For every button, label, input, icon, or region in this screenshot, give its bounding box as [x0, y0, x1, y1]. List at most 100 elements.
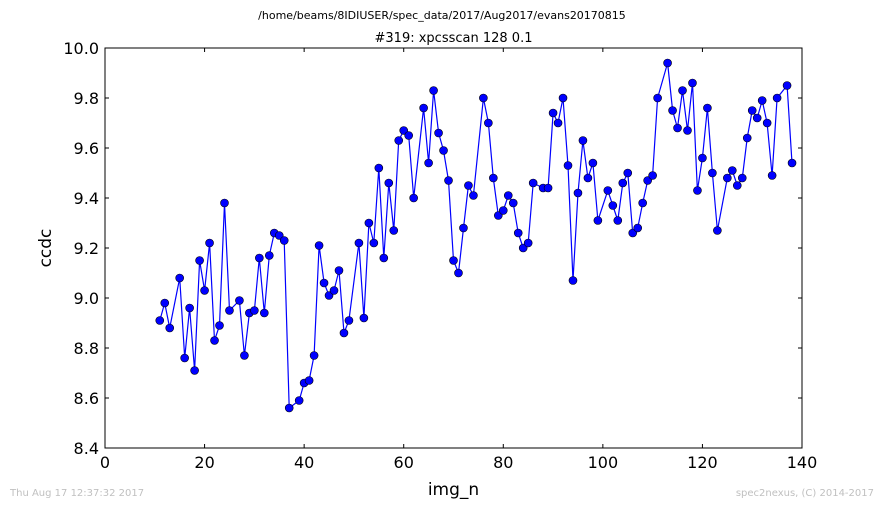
data-point [459, 223, 468, 233]
data-point [558, 93, 568, 103]
x-tick-label: 120 [687, 453, 718, 472]
data-point [160, 298, 170, 308]
data-point [464, 181, 473, 190]
x-tick-label: 100 [588, 453, 619, 472]
data-point [364, 218, 374, 228]
data-point [484, 118, 493, 128]
data-point [424, 158, 433, 168]
data-point [449, 256, 458, 265]
data-point [498, 206, 508, 215]
data-point [737, 173, 747, 183]
data-point [578, 136, 588, 145]
data-point [528, 178, 538, 188]
data-point [698, 153, 707, 163]
data-point [374, 163, 384, 173]
y-tick-label: 9.6 [74, 139, 99, 158]
data-point [613, 216, 623, 225]
data-point [623, 168, 633, 178]
x-tick-label: 140 [787, 453, 818, 472]
footer-credit: spec2nexus, (C) 2014-2017 [735, 488, 874, 499]
data-point [603, 186, 613, 195]
data-point [225, 306, 234, 315]
data-point [354, 238, 364, 248]
data-point [583, 173, 593, 183]
data-point [633, 223, 643, 233]
data-point [503, 191, 513, 200]
data-point [165, 323, 175, 333]
data-point [772, 93, 782, 103]
data-point [513, 228, 523, 238]
data-point [638, 198, 647, 208]
data-point [563, 161, 573, 170]
data-point [404, 131, 413, 140]
data-point [663, 58, 672, 68]
data-point [762, 118, 772, 128]
data-point [469, 191, 478, 200]
data-point [319, 278, 329, 288]
data-point [708, 168, 717, 178]
data-point [732, 181, 742, 190]
data-point [683, 126, 692, 135]
data-point [678, 86, 687, 95]
data-point [255, 253, 264, 263]
data-point [454, 268, 463, 278]
data-point [379, 253, 389, 263]
data-point [175, 273, 184, 283]
data-point [568, 276, 578, 285]
data-point [673, 123, 682, 133]
data-point [653, 93, 662, 103]
y-axis-label: ccdc [36, 229, 56, 268]
data-point [394, 136, 404, 145]
y-tick-label: 8.8 [74, 339, 99, 358]
data-point [543, 183, 553, 193]
y-tick-label: 9.8 [74, 89, 99, 108]
data-point [752, 113, 762, 123]
plot-area: 0 20 40 60 80 100 120 140 8.4 8.6 8.8 9.0 9.2 9.4 9.6 9… [36, 31, 817, 500]
data-point [767, 171, 777, 180]
data-point [688, 78, 697, 88]
data-point [205, 238, 214, 248]
data-point [294, 396, 304, 405]
data-point [508, 198, 518, 208]
x-tick-label: 20 [194, 453, 214, 472]
data-point [668, 106, 677, 115]
y-tick-label: 9.4 [74, 189, 99, 208]
x-axis-label: img_n [428, 480, 479, 500]
x-tick-label: 80 [493, 453, 513, 472]
data-point [608, 201, 618, 210]
data-point [409, 193, 418, 203]
figure-suptitle: /home/beams/8IDIUSER/spec_data/2017/Aug2… [258, 9, 626, 22]
data-point [210, 336, 219, 345]
data-point [389, 226, 399, 235]
data-point [727, 166, 737, 175]
data-point [384, 178, 394, 188]
data-point [723, 173, 732, 183]
data-point [195, 256, 204, 265]
data-point [215, 321, 224, 330]
y-tick-label: 8.4 [74, 439, 99, 458]
data-point [359, 313, 369, 323]
data-point [279, 236, 289, 245]
data-point [264, 251, 274, 260]
data-point [757, 96, 767, 105]
data-point [419, 103, 428, 113]
data-point [200, 286, 209, 295]
data-point [489, 173, 498, 183]
data-point [548, 108, 558, 118]
data-point [309, 351, 319, 360]
data-point [693, 186, 702, 195]
data-point [747, 106, 757, 115]
data-point [787, 158, 797, 168]
y-tick-label: 8.6 [74, 389, 99, 408]
data-point [250, 306, 259, 315]
data-point [648, 171, 657, 180]
data-point [344, 316, 354, 325]
x-tick-label: 0 [100, 453, 110, 472]
data-point [369, 238, 379, 248]
data-point [782, 81, 792, 90]
data-point [180, 353, 189, 363]
data-point [260, 308, 269, 318]
data-point [479, 93, 488, 103]
data-point [553, 118, 563, 128]
